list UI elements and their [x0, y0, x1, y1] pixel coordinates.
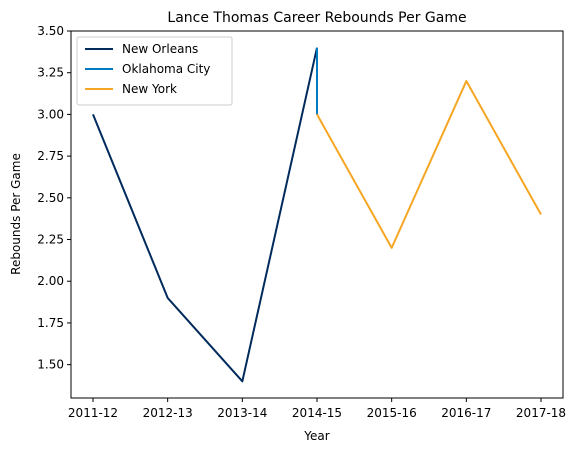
y-tick-label: 3.50: [37, 24, 64, 38]
y-tick-label: 2.25: [37, 233, 64, 247]
x-tick-label: 2012-13: [143, 406, 193, 420]
x-axis-label: Year: [303, 429, 329, 443]
series-line-new-orleans: [92, 47, 318, 383]
legend-box: [76, 36, 233, 106]
y-tick-label: 2.75: [37, 149, 64, 163]
x-tick-label: 2014-15: [292, 406, 342, 420]
legend: New Orleans Oklahoma City New York: [76, 36, 233, 106]
x-tick-label: 2013-14: [217, 406, 267, 420]
x-tick-label: 2016-17: [441, 406, 491, 420]
chart-title: Lance Thomas Career Rebounds Per Game: [167, 10, 466, 26]
y-axis-label: Rebounds Per Game: [9, 153, 23, 275]
series-line-new-york: [316, 80, 542, 249]
x-tick-label: 2011-12: [68, 406, 118, 420]
y-tick-label: 2.50: [37, 191, 64, 205]
x-tick-label: 2017-18: [516, 406, 566, 420]
y-axis: 1.50 1.75 2.00 2.25 2.50 2.75 3.00 3.25 3.50: [37, 24, 71, 372]
y-tick-label: 1.50: [37, 358, 64, 372]
series-lines: [92, 47, 542, 383]
y-tick-label: 3.25: [37, 66, 64, 80]
x-tick-label: 2015-16: [367, 406, 417, 420]
legend-label: New Orleans: [122, 42, 198, 56]
y-tick-label: 2.00: [37, 274, 64, 288]
y-tick-label: 3.00: [37, 107, 64, 121]
y-tick-label: 1.75: [37, 316, 64, 330]
x-axis: 2011-12 2012-13 2013-14 2014-15 2015-16 2016-…: [68, 398, 566, 420]
legend-label: New York: [122, 82, 177, 96]
legend-label: Oklahoma City: [122, 62, 210, 76]
